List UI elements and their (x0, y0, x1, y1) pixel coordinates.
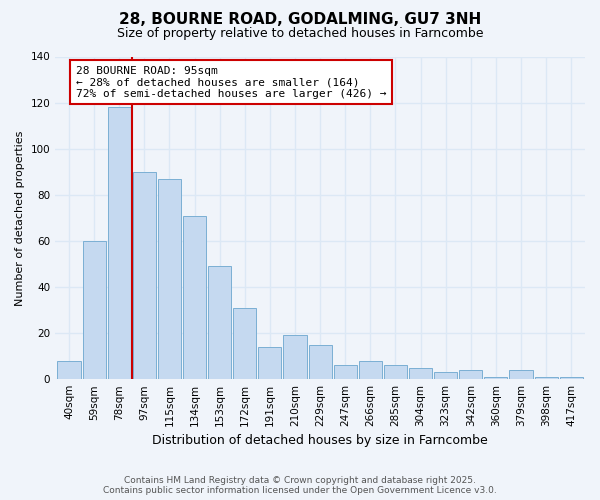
Text: 28, BOURNE ROAD, GODALMING, GU7 3NH: 28, BOURNE ROAD, GODALMING, GU7 3NH (119, 12, 481, 28)
Text: 28 BOURNE ROAD: 95sqm
← 28% of detached houses are smaller (164)
72% of semi-det: 28 BOURNE ROAD: 95sqm ← 28% of detached … (76, 66, 386, 99)
Bar (208, 266, 231, 379)
Text: Contains HM Land Registry data © Crown copyright and database right 2025.
Contai: Contains HM Land Registry data © Crown c… (103, 476, 497, 495)
Y-axis label: Number of detached properties: Number of detached properties (15, 130, 25, 306)
Bar (535, 377, 557, 379)
Bar (434, 372, 457, 379)
Bar (359, 360, 382, 379)
Bar (334, 366, 357, 379)
Bar (158, 178, 181, 379)
Bar (259, 347, 281, 379)
Bar (58, 360, 80, 379)
Bar (384, 366, 407, 379)
Bar (308, 344, 332, 379)
Bar (233, 308, 256, 379)
Bar (133, 172, 156, 379)
Bar (409, 368, 432, 379)
Bar (459, 370, 482, 379)
Bar (484, 377, 508, 379)
Text: Size of property relative to detached houses in Farncombe: Size of property relative to detached ho… (117, 28, 483, 40)
Bar (183, 216, 206, 379)
Bar (509, 370, 533, 379)
Bar (283, 336, 307, 379)
Bar (107, 107, 131, 379)
Bar (83, 241, 106, 379)
Bar (560, 377, 583, 379)
X-axis label: Distribution of detached houses by size in Farncombe: Distribution of detached houses by size … (152, 434, 488, 448)
